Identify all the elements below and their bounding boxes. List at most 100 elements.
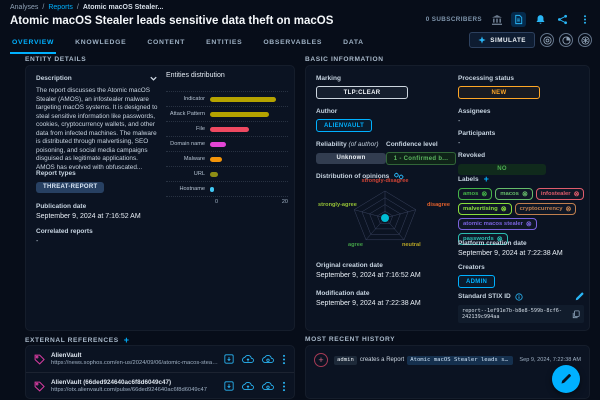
more-options-icon[interactable] bbox=[577, 12, 592, 27]
cloud-upload-icon[interactable] bbox=[242, 354, 254, 364]
reference-more-options-icon[interactable] bbox=[282, 381, 286, 392]
simulate-label: SIMULATE bbox=[490, 36, 526, 44]
tab-knowledge[interactable]: KNOWLEDGE bbox=[75, 39, 127, 46]
assignees-field: Assignees - bbox=[458, 108, 491, 125]
external-reference-row[interactable]: AlienVault https://news.sophos.com/en-us… bbox=[26, 346, 294, 373]
breadcrumb-analyses[interactable]: Analyses bbox=[10, 4, 39, 11]
bar-category-label: Hostname bbox=[179, 186, 206, 192]
simulation-platform-atomic-icon[interactable] bbox=[578, 33, 592, 47]
entity-details-panel: Description The report discusses the Ato… bbox=[25, 65, 295, 331]
label-chip-cryptocurrency[interactable]: cryptocurrency ⊗ bbox=[514, 203, 577, 215]
processing-status-chip[interactable]: NEW bbox=[458, 86, 540, 99]
label-chip-macos[interactable]: macos ⊗ bbox=[495, 188, 533, 200]
stix-id-field: Standard STIX ID report--1ef91e7b-b8e8-5… bbox=[458, 292, 584, 323]
basic-information-section-title: BASIC INFORMATION bbox=[305, 56, 384, 63]
cloud-sync-icon[interactable] bbox=[262, 381, 274, 391]
label-chip-atomic-macos-stealer[interactable]: atomic macos stealer ⊗ bbox=[458, 218, 537, 230]
bar-indicator[interactable] bbox=[210, 96, 288, 102]
reference-url[interactable]: https://news.sophos.com/en-us/2024/09/06… bbox=[51, 360, 218, 366]
enrollment-institution-icon[interactable] bbox=[489, 12, 504, 27]
preview-file-icon[interactable] bbox=[224, 354, 234, 364]
export-file-icon[interactable] bbox=[511, 12, 526, 27]
add-external-reference-icon[interactable]: + bbox=[123, 335, 130, 345]
report-type-chip[interactable]: THREAT-REPORT bbox=[36, 181, 105, 193]
tab-entities[interactable]: ENTITIES bbox=[206, 39, 243, 46]
subscribers-count[interactable]: 0 SUBSCRIBERS bbox=[425, 16, 482, 23]
history-row[interactable]: + admin creates a Report Atomic macOS St… bbox=[306, 346, 589, 374]
breadcrumb-separator: / bbox=[76, 4, 79, 11]
remove-label-icon[interactable]: ⊗ bbox=[496, 235, 503, 243]
breadcrumb-reports[interactable]: Reports bbox=[48, 4, 73, 11]
copy-icon[interactable] bbox=[572, 310, 580, 319]
bar-domain-name[interactable] bbox=[210, 141, 288, 147]
label-chip-infostealer[interactable]: infostealer ⊗ bbox=[535, 188, 585, 200]
label-text: infostealer bbox=[540, 191, 571, 197]
share-knowledge-icon[interactable] bbox=[555, 12, 570, 27]
opinions-settings-icon[interactable] bbox=[393, 172, 405, 180]
bar-attack-pattern[interactable] bbox=[210, 111, 288, 117]
notifications-bell-icon[interactable] bbox=[533, 12, 548, 27]
tab-data[interactable]: DATA bbox=[343, 39, 364, 46]
remove-label-icon[interactable]: ⊗ bbox=[521, 190, 528, 198]
bar-category-label: Malware bbox=[183, 156, 205, 162]
tab-bar: OVERVIEW KNOWLEDGE CONTENT ENTITIES OBSERVAB… bbox=[10, 35, 366, 54]
creator-chip[interactable]: ADMIN bbox=[458, 275, 496, 288]
tab-content[interactable]: CONTENT bbox=[147, 39, 186, 46]
tag-icon bbox=[34, 354, 45, 365]
platform-creation-date-label: Platform creation date bbox=[458, 240, 527, 247]
preview-file-icon[interactable] bbox=[224, 381, 234, 391]
author-chip[interactable]: ALIENVAULT bbox=[316, 119, 373, 132]
revoked-chip: NO bbox=[458, 163, 546, 175]
remove-label-icon[interactable]: ⊗ bbox=[481, 190, 488, 198]
bar-malware[interactable] bbox=[210, 156, 288, 162]
publication-date-field: Publication date September 9, 2024 at 7:… bbox=[36, 203, 141, 220]
opinion-label-agree: agree bbox=[348, 242, 363, 248]
confidence-chip[interactable]: 1 - Confirmed b... bbox=[386, 152, 456, 165]
history-target-chip: Atomic macOS Stealer leads sensitive ... bbox=[407, 355, 514, 365]
bar-row: File bbox=[166, 122, 288, 137]
modification-date-label: Modification date bbox=[316, 290, 370, 297]
bar-row: Indicator bbox=[166, 92, 288, 107]
history-timestamp: Sep 9, 2024, 7:22:38 AM bbox=[519, 357, 581, 363]
reference-more-options-icon[interactable] bbox=[282, 354, 286, 365]
label-chip-amos[interactable]: amos ⊗ bbox=[458, 188, 493, 200]
simulation-platform-target-icon[interactable] bbox=[540, 33, 554, 47]
entity-details-section-title: ENTITY DETAILS bbox=[25, 56, 87, 63]
radar-data-point[interactable] bbox=[381, 214, 389, 222]
bar-row: Hostname bbox=[166, 182, 288, 197]
external-reference-row[interactable]: AlienVault (66ded924640ac6f8d6049c47) ht… bbox=[26, 373, 294, 398]
info-icon[interactable] bbox=[515, 292, 523, 301]
bar-file[interactable] bbox=[210, 126, 288, 132]
top-actions: 0 SUBSCRIBERS bbox=[426, 12, 592, 27]
edit-report-fab[interactable] bbox=[552, 365, 580, 393]
publication-date-value: September 9, 2024 at 7:16:52 AM bbox=[36, 213, 141, 220]
original-creation-date-value: September 9, 2024 at 7:16:52 AM bbox=[316, 272, 421, 279]
page-title: Atomic macOS Stealer leads sensitive dat… bbox=[10, 15, 334, 27]
bar-category-label: Domain name bbox=[170, 141, 205, 147]
history-action-text: creates a Report bbox=[359, 357, 405, 363]
remove-label-icon[interactable]: ⊗ bbox=[500, 205, 507, 213]
stix-id-label: Standard STIX ID bbox=[458, 293, 511, 300]
history-panel: + admin creates a Report Atomic macOS St… bbox=[305, 345, 590, 399]
cloud-upload-icon[interactable] bbox=[242, 381, 254, 391]
simulation-platform-pie-icon[interactable] bbox=[559, 33, 573, 47]
tab-overview[interactable]: OVERVIEW bbox=[10, 35, 57, 54]
remove-label-icon[interactable]: ⊗ bbox=[525, 220, 532, 228]
remove-label-icon[interactable]: ⊗ bbox=[573, 190, 580, 198]
chevron-down-icon[interactable] bbox=[149, 74, 158, 83]
label-chip-malvertising[interactable]: malvertising ⊗ bbox=[458, 203, 512, 215]
remove-label-icon[interactable]: ⊗ bbox=[565, 205, 572, 213]
marking-chip[interactable]: TLP:CLEAR bbox=[316, 86, 408, 99]
simulate-button[interactable]: SIMULATE bbox=[469, 32, 535, 48]
bar-url[interactable] bbox=[210, 171, 288, 177]
tab-observables[interactable]: OBSERVABLES bbox=[263, 39, 323, 46]
bar-hostname[interactable] bbox=[210, 186, 288, 192]
cloud-sync-icon[interactable] bbox=[262, 354, 274, 364]
reference-url[interactable]: https://otx.alienvault.com/pulse/66ded92… bbox=[51, 387, 207, 393]
add-label-icon[interactable]: + bbox=[483, 174, 489, 184]
edit-stix-pencil-icon[interactable] bbox=[575, 292, 584, 301]
reliability-chip: Unknown bbox=[316, 152, 386, 164]
labels-container: amos ⊗ macos ⊗ infostealer ⊗ malvertising ⊗ cryp… bbox=[458, 188, 588, 245]
label-chip-passwords[interactable]: passwords ⊗ bbox=[458, 233, 508, 245]
simulate-icon bbox=[478, 36, 486, 44]
